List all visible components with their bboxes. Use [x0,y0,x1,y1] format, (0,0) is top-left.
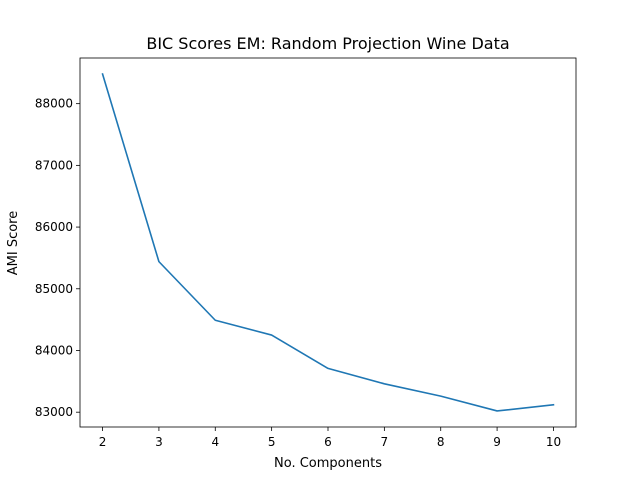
x-tick-label: 2 [99,435,107,449]
data-point [271,334,273,336]
x-tick-label: 5 [268,435,276,449]
data-point [214,319,216,321]
data-point [102,73,104,75]
x-tick-label: 8 [437,435,445,449]
x-tick-label: 4 [211,435,219,449]
y-axis-label: AMI Score [6,211,21,276]
x-axis-label: No. Components [274,456,382,471]
plot-area: 2 3 4 5 6 7 8 9 10 83000 84000 85000 86000 87000 88000 [35,57,577,449]
y-tick-label: 83000 [35,405,73,419]
y-tick-label: 87000 [35,158,73,172]
y-tick-label: 88000 [35,97,73,111]
chart-title: BIC Scores EM: Random Projection Wine Da… [146,34,509,53]
y-tick-label: 86000 [35,220,73,234]
x-tick-label: 9 [493,435,501,449]
data-point [440,395,442,397]
x-tick-label: 3 [155,435,163,449]
y-tick-label: 84000 [35,343,73,357]
data-point [327,368,329,370]
data-point [384,383,386,385]
x-tick-label: 6 [324,435,332,449]
y-tick-label: 85000 [35,282,73,296]
data-point [553,404,555,406]
series-line [101,73,555,412]
data-point [496,410,498,412]
x-tick-label: 10 [546,435,561,449]
x-tick-label: 7 [381,435,389,449]
axes-frame [79,57,577,428]
data-point [158,261,160,263]
